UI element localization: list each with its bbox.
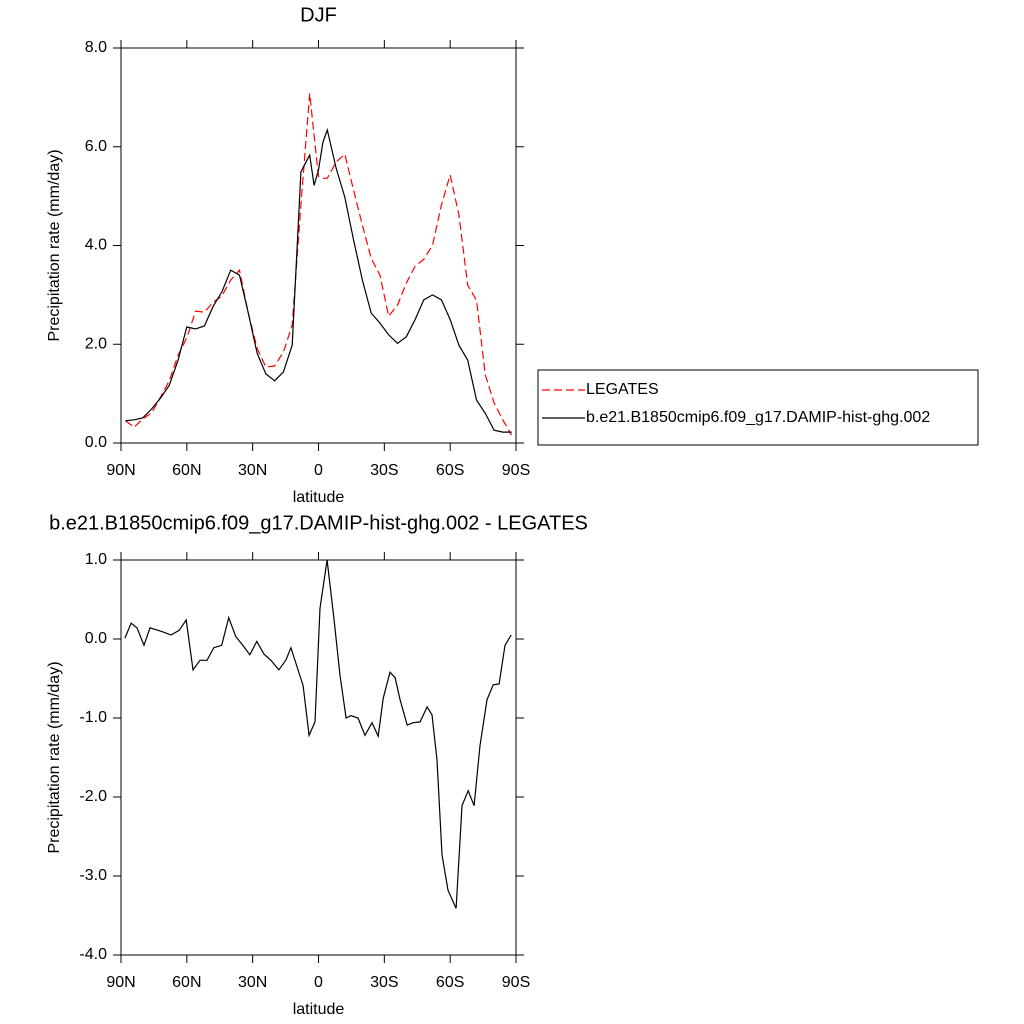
x-axis-label: latitude [293, 489, 345, 506]
y-tick-label: -3.0 [79, 867, 107, 884]
y-tick-label: 0.0 [85, 630, 107, 647]
y-axis-label: Precipitation rate (mm/day) [46, 661, 63, 853]
x-tick-label: 0 [314, 462, 323, 479]
x-tick-label: 90S [502, 974, 530, 991]
x-tick-label: 60S [436, 462, 464, 479]
chart-title: DJF [300, 4, 337, 26]
y-tick-label: 1.0 [85, 551, 107, 568]
x-tick-label: 0 [314, 974, 323, 991]
x-tick-label: 60S [436, 974, 464, 991]
x-tick-label: 30S [370, 974, 398, 991]
y-tick-label: 0.0 [85, 434, 107, 451]
y-tick-label: 6.0 [85, 138, 107, 155]
data-line [125, 93, 513, 436]
x-tick-label: 30N [238, 462, 267, 479]
y-tick-label: 2.0 [85, 335, 107, 352]
x-tick-label: 30N [238, 974, 267, 991]
x-axis-label: latitude [293, 1001, 345, 1018]
y-tick-label: -4.0 [79, 946, 107, 963]
y-axis-label: Precipitation rate (mm/day) [46, 149, 63, 341]
x-tick-label: 90S [502, 462, 530, 479]
chart-title: b.e21.B1850cmip6.f09_g17.DAMIP-hist-ghg.… [49, 512, 588, 534]
y-tick-label: -1.0 [79, 709, 107, 726]
x-tick-label: 90N [106, 974, 135, 991]
plot-frame [120, 559, 517, 956]
x-tick-label: 60N [172, 462, 201, 479]
data-line [125, 127, 512, 433]
y-tick-label: 8.0 [85, 39, 107, 56]
y-tick-label: -2.0 [79, 788, 107, 805]
plot-frame [120, 47, 517, 444]
legend-label: LEGATES [586, 381, 659, 398]
legend-label: b.e21.B1850cmip6.f09_g17.DAMIP-hist-ghg.… [586, 409, 930, 426]
legend-box [537, 369, 979, 446]
x-tick-label: 30S [370, 462, 398, 479]
y-tick-label: 4.0 [85, 237, 107, 254]
data-line [124, 559, 512, 909]
x-tick-label: 60N [172, 974, 201, 991]
x-tick-label: 90N [106, 462, 135, 479]
